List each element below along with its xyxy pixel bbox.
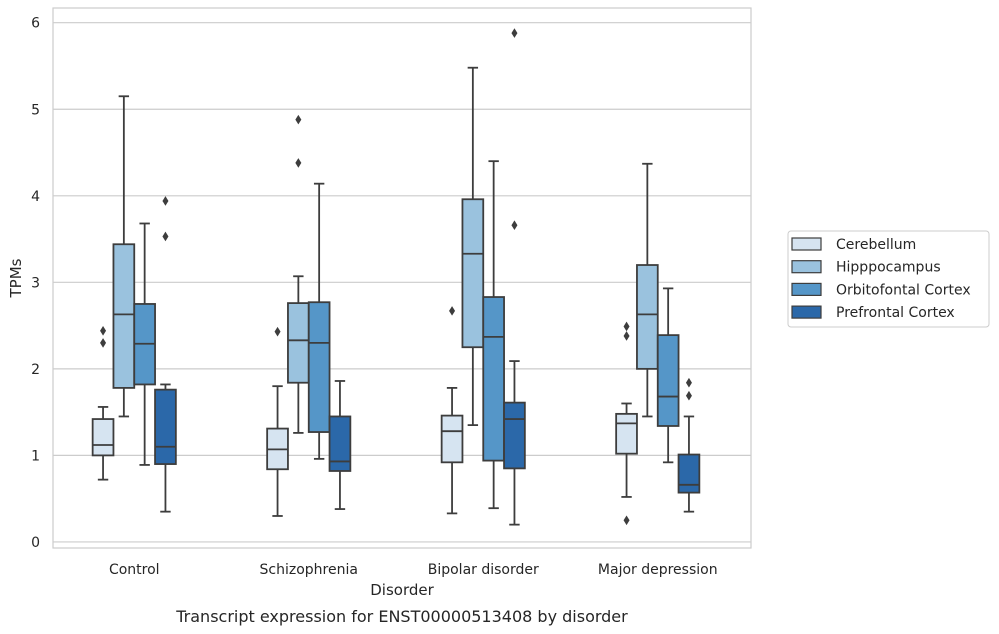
box-iqr: [91, 418, 115, 457]
chart-caption: Transcript expression for ENST0000051340…: [175, 607, 628, 626]
outlier-point: [623, 515, 630, 526]
box-prefrontal-cortex: [677, 377, 701, 513]
box-prefrontal-cortex: [154, 196, 177, 513]
box-iqr: [440, 414, 464, 464]
box-cerebellum: [615, 321, 638, 526]
box-orbitofontal-cortex: [482, 160, 505, 510]
outlier-point: [449, 306, 456, 316]
box-iqr: [328, 415, 352, 472]
outlier-point: [274, 326, 281, 337]
box-iqr: [677, 453, 701, 494]
box-iqr: [503, 401, 526, 470]
legend: Cerebellum Hipppocampus Orbitofontal Corte…: [787, 230, 990, 328]
legend-label: Orbitofontal Cortex: [836, 282, 971, 298]
outlier-point: [295, 158, 302, 168]
box-hipppocampus: [112, 95, 136, 418]
box-hipppocampus: [461, 66, 485, 427]
box-iqr: [287, 302, 310, 384]
boxes: [91, 28, 701, 526]
outlier-point: [623, 321, 630, 332]
outlier-point: [162, 196, 169, 206]
box-hipppocampus: [287, 114, 310, 434]
legend-swatch: [791, 305, 822, 319]
outlier-point: [162, 231, 169, 242]
y-tick-label: 2: [31, 362, 40, 378]
legend-frame: [787, 230, 990, 328]
box-iqr: [307, 301, 331, 433]
x-tick-labels: Control Schizophrenia Bipolar disorder Majo…: [109, 562, 718, 578]
outlier-point: [685, 390, 692, 401]
y-tick-label: 5: [31, 102, 40, 118]
y-tick-labels: 0 1 2 3 4 5 6: [31, 16, 40, 551]
legend-swatch: [791, 237, 822, 251]
box-orbitofontal-cortex: [307, 182, 331, 460]
legend-swatch: [791, 260, 822, 274]
y-tick-label: 6: [31, 16, 40, 32]
x-tick-label: Control: [109, 562, 160, 578]
outlier-point: [295, 114, 302, 125]
box-prefrontal-cortex: [503, 28, 526, 526]
box-cerebellum: [91, 325, 115, 481]
y-axis-label: TPMs: [7, 258, 25, 298]
box-prefrontal-cortex: [328, 380, 352, 510]
box-orbitofontal-cortex: [656, 287, 680, 464]
legend-label: Prefrontal Cortex: [836, 305, 955, 321]
y-tick-label: 1: [31, 448, 40, 464]
x-tick-label: Major depression: [598, 562, 718, 578]
outlier-point: [511, 28, 518, 38]
outlier-point: [511, 220, 518, 231]
box-iqr: [154, 388, 177, 465]
box-iqr: [461, 198, 485, 349]
legend-label: Hipppocampus: [836, 260, 941, 276]
outlier-point: [100, 325, 107, 336]
y-tick-label: 0: [31, 535, 40, 551]
outlier-point: [685, 377, 692, 388]
box-hipppocampus: [636, 162, 659, 418]
box-iqr: [112, 243, 136, 389]
outlier-point: [100, 338, 107, 348]
box-cerebellum: [266, 326, 289, 517]
box-iqr: [656, 334, 680, 427]
x-axis-label: Disorder: [370, 581, 434, 599]
y-tick-label: 4: [31, 189, 40, 205]
box-iqr: [482, 296, 505, 462]
x-tick-label: Bipolar disorder: [428, 562, 539, 578]
legend-label: Cerebellum: [836, 237, 916, 253]
box-cerebellum: [440, 306, 464, 515]
legend-swatch: [791, 282, 822, 296]
box-orbitofontal-cortex: [133, 222, 156, 466]
x-tick-label: Schizophrenia: [260, 562, 358, 578]
y-tick-label: 3: [31, 275, 40, 291]
box-iqr: [615, 412, 638, 455]
outlier-point: [623, 331, 630, 341]
box-iqr: [636, 264, 659, 370]
